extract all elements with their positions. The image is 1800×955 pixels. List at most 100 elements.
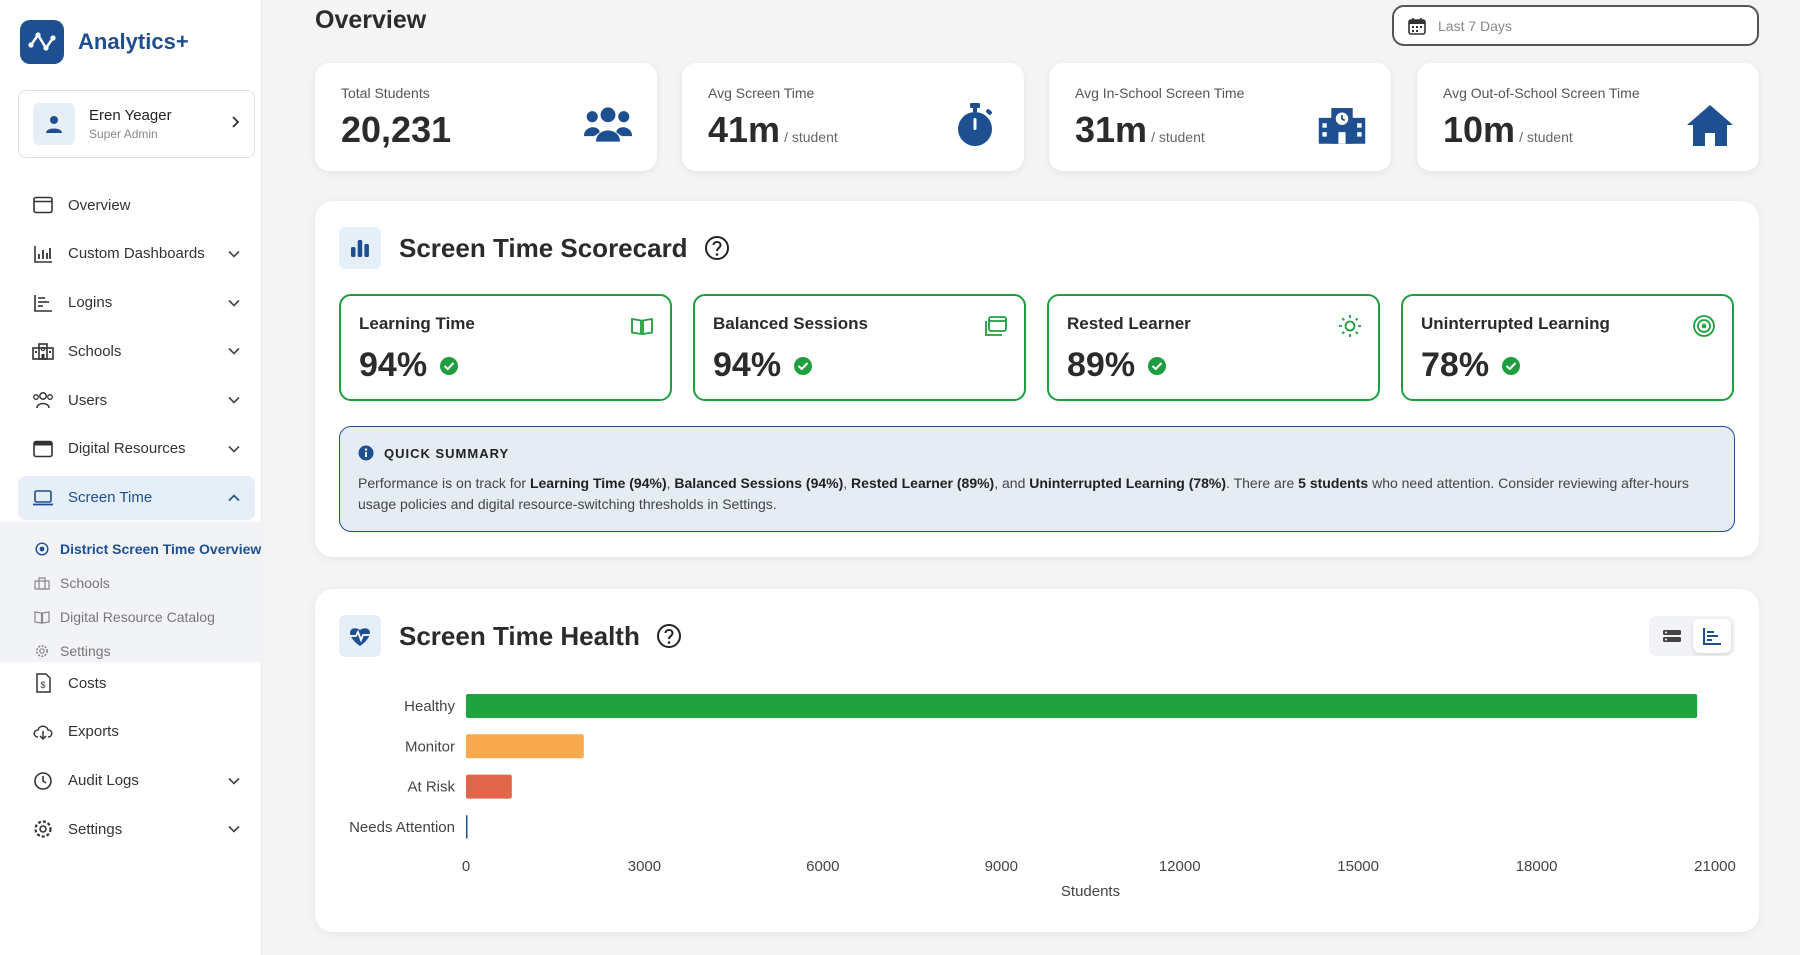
secondary-nav: $ Costs Exports Audit Logs Settings <box>18 661 255 856</box>
stat-label: Avg Out-of-School Screen Time <box>1443 85 1640 101</box>
brand-name: Analytics+ <box>78 29 189 54</box>
chart-view-button[interactable] <box>1693 619 1731 653</box>
gear-icon <box>32 818 54 840</box>
subnav-label: Schools <box>60 575 110 591</box>
nav-label: Logins <box>68 294 113 312</box>
book-icon <box>34 609 50 625</box>
quick-summary-box: QUICK SUMMARY Performance is on track fo… <box>339 426 1735 532</box>
stat-unit: / student <box>784 129 838 145</box>
chevron-down-icon <box>227 344 241 358</box>
school-icon <box>1317 101 1367 149</box>
table-view-icon <box>1663 630 1681 642</box>
heart-pulse-icon <box>339 615 381 657</box>
summary-text-part: . There are <box>1226 475 1299 491</box>
nav-item-exports[interactable]: Exports <box>18 710 255 754</box>
nav-label: Overview <box>68 196 131 214</box>
bar-at-risk[interactable] <box>466 774 512 799</box>
quick-summary-text: Performance is on track for Learning Tim… <box>358 473 1716 515</box>
bar-monitor[interactable] <box>466 734 584 759</box>
nav-item-users[interactable]: Users <box>18 378 255 422</box>
nav-label: Schools <box>68 342 122 360</box>
health-title: Screen Time Health <box>399 620 640 651</box>
x-tick-label: 21000 <box>1694 858 1736 875</box>
bar-healthy[interactable] <box>466 694 1698 718</box>
nav-item-overview[interactable]: Overview <box>18 183 255 227</box>
nav-item-custom-dashboards[interactable]: Custom Dashboards <box>18 232 255 276</box>
stat-unit: / student <box>1519 129 1573 145</box>
screen-time-health-chart: Healthy Monitor At Risk Needs Attention 0 300… <box>349 694 1736 900</box>
target-icon <box>1692 314 1716 338</box>
browser-icon <box>32 438 54 460</box>
score-card-balanced-sessions[interactable]: Balanced Sessions 94% <box>693 294 1026 401</box>
users-icon <box>32 389 54 411</box>
help-icon[interactable] <box>704 235 730 261</box>
circle-info-icon <box>34 541 50 557</box>
nav-label: Audit Logs <box>68 772 139 790</box>
stopwatch-icon <box>950 101 1000 149</box>
subnav-item-district-overview[interactable]: District Screen Time Overview <box>0 532 262 566</box>
stat-unit: / student <box>1151 129 1205 145</box>
nav-item-digital-resources[interactable]: Digital Resources <box>18 427 255 471</box>
score-card-learning-time[interactable]: Learning Time 94% <box>339 294 672 401</box>
brand[interactable]: Analytics+ <box>20 20 189 64</box>
subnav-item-digital-resource-catalog[interactable]: Digital Resource Catalog <box>0 600 262 634</box>
avatar <box>33 103 75 145</box>
table-view-button[interactable] <box>1653 619 1691 653</box>
nav-item-settings[interactable]: Settings <box>18 807 255 851</box>
nav-label: Screen Time <box>68 489 153 507</box>
nav-label: Users <box>68 391 108 409</box>
stat-card-total-students: Total Students 20,231 <box>315 63 657 171</box>
calendar-icon <box>1408 17 1426 35</box>
subnav-item-schools[interactable]: Schools <box>0 566 262 600</box>
nav-label: Digital Resources <box>68 440 186 458</box>
score-value: 78% <box>1421 346 1490 384</box>
nav-label: Costs <box>68 674 107 692</box>
score-value: 89% <box>1067 346 1136 384</box>
chevron-down-icon <box>227 296 241 310</box>
check-circle-icon <box>440 356 459 375</box>
summary-text-part: , <box>843 475 852 491</box>
summary-text-part: who need attention. Consider reviewing a… <box>358 475 1689 512</box>
check-circle-icon <box>794 356 813 375</box>
user-role: Super Admin <box>89 127 158 141</box>
date-range-value: Last 7 Days <box>1438 17 1512 34</box>
score-card-uninterrupted-learning[interactable]: Uninterrupted Learning 78% <box>1401 294 1734 401</box>
user-profile-card[interactable]: Eren Yeager Super Admin <box>18 90 255 158</box>
subnav-label: Digital Resource Catalog <box>60 609 215 625</box>
quick-summary-title: QUICK SUMMARY <box>384 445 510 461</box>
subnav-item-settings[interactable]: Settings <box>0 634 262 668</box>
page-title: Overview <box>315 6 427 34</box>
date-range-picker[interactable]: Last 7 Days <box>1392 5 1759 46</box>
chevron-right-icon <box>230 115 240 134</box>
nav-item-costs[interactable]: $ Costs <box>18 661 255 705</box>
nav-item-logins[interactable]: Logins <box>18 281 255 325</box>
nav-item-audit-logs[interactable]: Audit Logs <box>18 759 255 803</box>
info-icon <box>358 445 374 461</box>
laptop-icon <box>32 487 54 509</box>
summary-text-part: Performance is on track for <box>358 475 530 491</box>
chevron-down-icon <box>227 247 241 261</box>
score-card-rested-learner[interactable]: Rested Learner 89% <box>1047 294 1380 401</box>
stat-value: 41m <box>708 109 781 150</box>
bar-needs-attention[interactable] <box>466 814 468 839</box>
check-circle-icon <box>1148 356 1167 375</box>
summary-highlight: Rested Learner (89%) <box>851 475 995 491</box>
summary-highlight: Uninterrupted Learning (78%) <box>1029 475 1227 491</box>
nav-item-schools[interactable]: Schools <box>18 329 255 373</box>
help-icon[interactable] <box>656 623 682 649</box>
chevron-down-icon <box>227 393 241 407</box>
nav-item-screen-time[interactable]: Screen Time <box>18 475 255 520</box>
chevron-down-icon <box>227 442 241 456</box>
sun-icon <box>1338 314 1362 338</box>
window-stack-icon <box>984 314 1008 338</box>
gear-icon <box>34 643 50 659</box>
person-icon <box>46 116 62 133</box>
bar-chart-icon <box>32 243 54 265</box>
nav-label: Custom Dashboards <box>68 245 205 263</box>
x-tick-label: 18000 <box>1516 858 1558 875</box>
score-label: Rested Learner <box>1067 314 1191 333</box>
chevron-up-icon <box>227 491 241 505</box>
stat-card-avg-screen-time: Avg Screen Time 41m / student <box>682 63 1024 171</box>
stat-label: Total Students <box>341 85 430 101</box>
category-label: Healthy <box>404 698 455 715</box>
